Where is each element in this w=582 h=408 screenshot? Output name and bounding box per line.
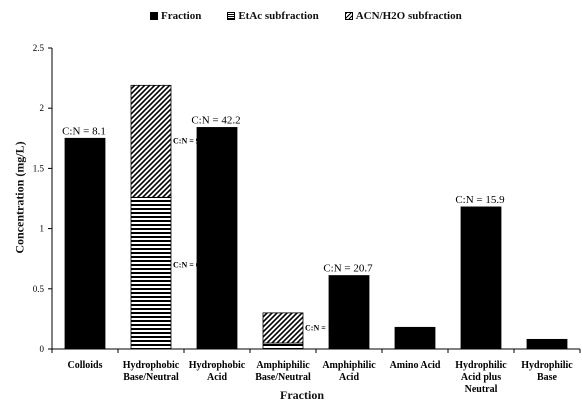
- legend-label-acn: ACN/H2O subfraction: [355, 10, 462, 22]
- legend-swatch-fraction: [150, 12, 158, 20]
- cn-ratio-label: C:N = 42.2: [191, 114, 240, 126]
- cn-ratio-label: C:N = 15.9: [455, 194, 505, 206]
- x-tick-label: Amphiphilic Base/Neutral: [255, 360, 311, 383]
- legend-swatch-etac: [227, 12, 236, 20]
- cn-ratio-label: C:N = 9.4: [173, 137, 206, 146]
- legend-label-fraction: Fraction: [161, 10, 202, 22]
- legend-label-etac: EtAc subfraction: [238, 10, 319, 22]
- bar-horizontal-lines: [130, 196, 172, 350]
- y-tick-label: 2: [40, 103, 45, 113]
- x-axis-title: Fraction: [280, 388, 324, 402]
- cn-ratio-label: C:N = 20.7: [323, 263, 373, 275]
- y-tick-label: 1: [40, 224, 45, 234]
- cn-ratio-label: C:N = 14.2: [305, 323, 342, 332]
- legend-item-acn: ACN/H2O subfraction: [344, 10, 462, 22]
- legend-item-fraction: Fraction: [150, 10, 201, 22]
- legend-item-etac: EtAc subfraction: [227, 10, 319, 22]
- x-tick-label: Hydrophilic Acid plus Neutral: [455, 360, 507, 395]
- x-tick-label: Hydrophilic Base: [521, 360, 573, 383]
- x-tick-label: Colloids: [67, 360, 102, 371]
- bar-horizontal-lines: [262, 342, 304, 350]
- bar-solid: [328, 275, 370, 350]
- x-tick-label: Amphiphilic Acid: [322, 360, 376, 383]
- bar-solid: [196, 127, 238, 350]
- bar-solid: [394, 326, 436, 350]
- bar-diagonal-hatch: [262, 312, 304, 344]
- cn-ratio-label: C:N = 68.6: [173, 261, 210, 270]
- y-tick-label: 2.5: [33, 43, 45, 53]
- bar-solid: [64, 137, 106, 350]
- x-tick-label: Amino Acid: [390, 360, 441, 371]
- bar-diagonal-hatch: [130, 84, 172, 198]
- legend-swatch-acn: [344, 12, 353, 20]
- bar-solid: [460, 206, 502, 350]
- y-tick-label: 1.5: [33, 163, 45, 173]
- y-tick-label: 0.5: [33, 284, 45, 294]
- cn-ratio-label: C:N = 8.1: [62, 125, 106, 137]
- y-tick-label: 0: [40, 344, 45, 354]
- x-tick-label: Hydrophobic Acid: [189, 360, 246, 383]
- x-tick-label: Hydrophobic Base/Neutral: [123, 360, 180, 383]
- chart-legend: Fraction EtAc subfraction ACN/H2O subfra…: [150, 10, 462, 22]
- bar-solid: [526, 338, 568, 350]
